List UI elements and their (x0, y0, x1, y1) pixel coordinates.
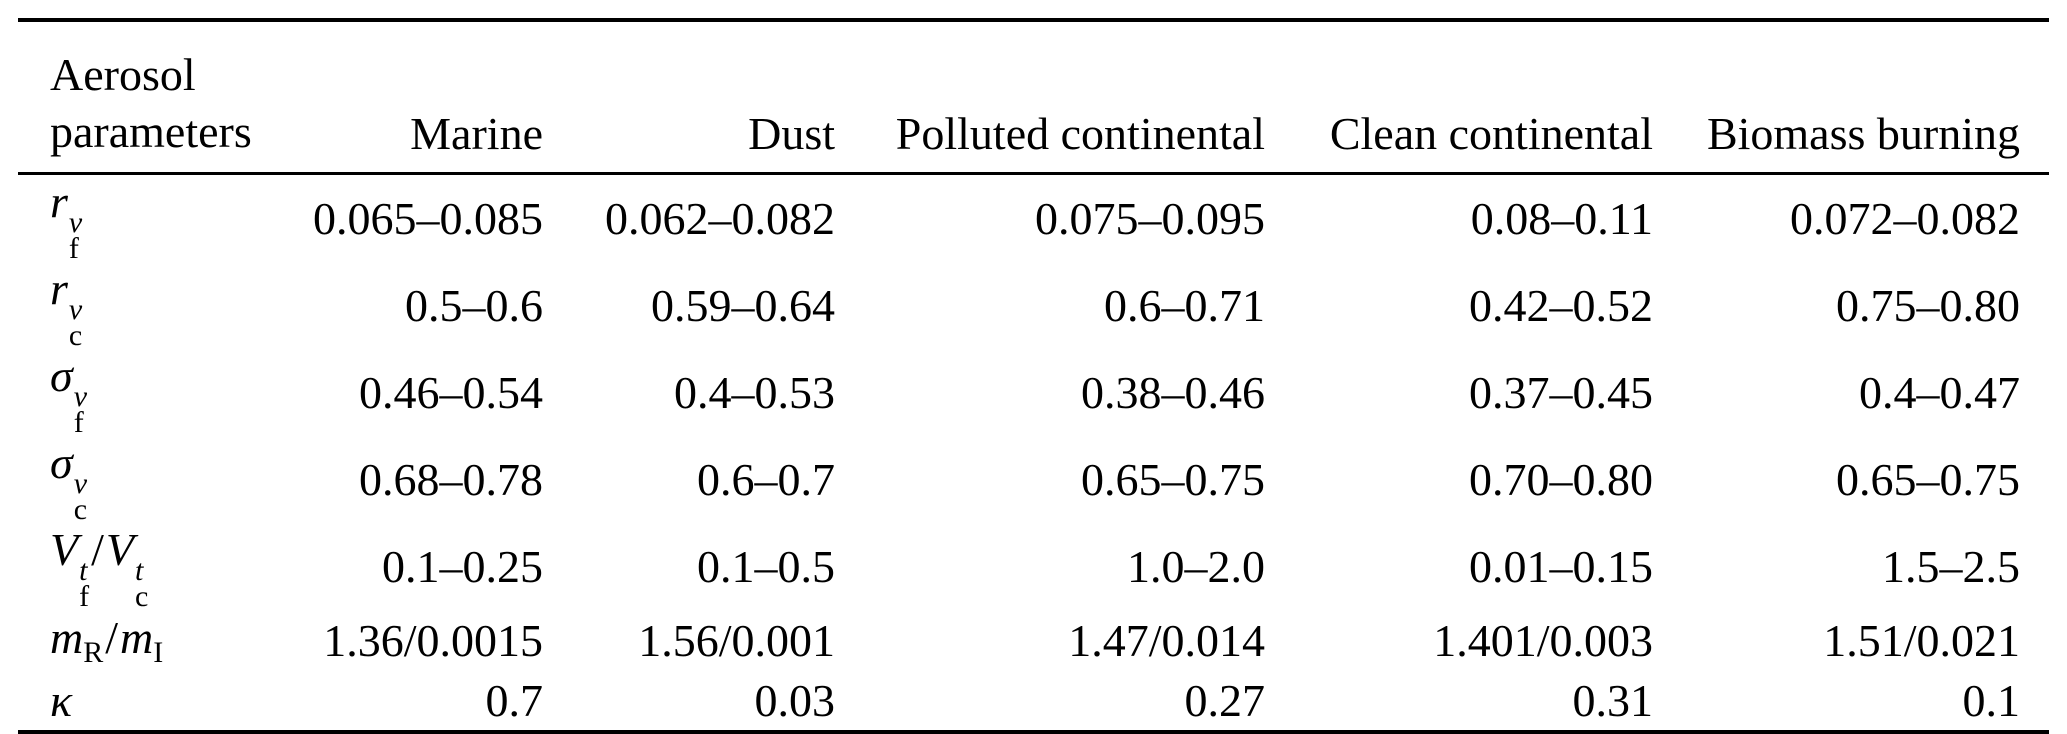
slash: / (105, 611, 119, 663)
column-header-aerosol-parameters: Aerosol parameters (18, 20, 308, 174)
cell-value: 0.4–0.53 (674, 367, 835, 418)
cell-value: 0.072–0.082 (1790, 193, 2020, 244)
cell-value: 1.36/0.0015 (323, 614, 543, 666)
cell-value: 0.59–0.64 (651, 280, 835, 331)
cell-value: 1.51/0.021 (1823, 614, 2020, 666)
param-label-kappa: κ (18, 670, 308, 732)
cell-value: 0.03 (754, 674, 836, 726)
param-base: r (50, 263, 68, 314)
cell-value: 0.6–0.71 (1104, 280, 1265, 331)
cell-value: 0.65–0.75 (1836, 454, 2020, 505)
cell-value: 0.01–0.15 (1469, 541, 1653, 592)
param-base: m (50, 611, 84, 663)
subscript: I (153, 635, 164, 669)
column-header-biomass-burning: Biomass burning (1706, 108, 2020, 159)
cell-value: 0.1–0.5 (697, 541, 835, 592)
cell-value: 1.56/0.001 (638, 614, 835, 666)
column-header-dust: Dust (748, 108, 835, 159)
cell-value: 0.4–0.47 (1859, 367, 2020, 418)
cell-value: 0.1 (1962, 674, 2021, 726)
param-base: r (50, 176, 68, 227)
cell-value: 0.08–0.11 (1470, 193, 1653, 244)
header-row: Aerosol parameters Marine Dust Polluted … (18, 20, 2049, 174)
cell-value: 0.46–0.54 (359, 367, 543, 418)
subscript: R (83, 635, 104, 669)
cell-value: 1.401/0.003 (1433, 614, 1653, 666)
cell-value: 0.38–0.46 (1081, 367, 1265, 418)
param-base: V (50, 524, 79, 575)
param-base: σ (50, 350, 73, 401)
cell-value: 0.7 (485, 674, 544, 726)
cell-value: 0.075–0.095 (1035, 193, 1265, 244)
column-header-marine: Marine (410, 108, 543, 159)
cell-value: 1.0–2.0 (1127, 541, 1265, 592)
column-header-polluted-continental: Polluted continental (895, 108, 1265, 159)
param-base: κ (50, 674, 73, 726)
cell-value: 0.37–0.45 (1469, 367, 1653, 418)
cell-value: 0.1–0.25 (382, 541, 543, 592)
table-row-kappa: κ 0.7 0.03 0.27 0.31 0.1 (18, 670, 2049, 732)
column-header-clean-continental: Clean continental (1329, 108, 1653, 159)
header-line-2: parameters (50, 106, 252, 157)
cell-value: 0.42–0.52 (1469, 280, 1653, 331)
cell-value: 0.6–0.7 (697, 454, 835, 505)
cell-value: 0.65–0.75 (1081, 454, 1265, 505)
param-base: σ (50, 437, 73, 488)
param-base: m (120, 611, 154, 663)
cell-value: 0.27 (1184, 674, 1266, 726)
aerosol-parameters-table: Aerosol parameters Marine Dust Polluted … (18, 18, 2049, 734)
paper-table-page: Aerosol parameters Marine Dust Polluted … (18, 18, 2049, 734)
slash: / (91, 524, 104, 575)
param-label-refractive-index: mR/mI (18, 610, 308, 670)
cell-value: 0.75–0.80 (1836, 280, 2020, 331)
header-line-1: Aerosol (50, 49, 196, 100)
cell-value: 0.31 (1572, 674, 1654, 726)
cell-value: 0.062–0.082 (605, 193, 835, 244)
param-base: V (105, 524, 134, 575)
cell-value: 0.5–0.6 (405, 280, 543, 331)
cell-value: 0.70–0.80 (1469, 454, 1653, 505)
table-row-refractive-index: mR/mI 1.36/0.0015 1.56/0.001 1.47/0.014 … (18, 610, 2049, 670)
cell-value: 1.47/0.014 (1068, 614, 1265, 666)
cell-value: 1.5–2.5 (1882, 541, 2020, 592)
cell-value: 0.065–0.085 (313, 193, 543, 244)
cell-value: 0.68–0.78 (359, 454, 543, 505)
